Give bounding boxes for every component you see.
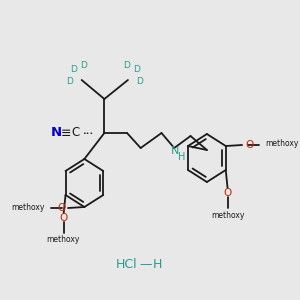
- Text: ≡: ≡: [61, 127, 71, 140]
- Text: O: O: [246, 140, 254, 150]
- Text: HCl: HCl: [116, 259, 138, 272]
- Text: •••: •••: [82, 131, 94, 136]
- Text: C: C: [71, 127, 80, 140]
- Text: D: D: [134, 64, 140, 74]
- Text: methoxy: methoxy: [46, 236, 80, 244]
- Text: O: O: [57, 203, 65, 213]
- Text: methoxy: methoxy: [11, 202, 44, 211]
- Text: methoxy: methoxy: [211, 211, 244, 220]
- Text: methoxy: methoxy: [266, 140, 299, 148]
- Text: D: D: [124, 61, 130, 70]
- Text: D: D: [80, 61, 87, 70]
- Text: H: H: [178, 152, 185, 162]
- Text: N: N: [51, 127, 62, 140]
- Text: N: N: [171, 146, 179, 156]
- Text: D: D: [66, 76, 73, 85]
- Text: —: —: [139, 259, 152, 272]
- Text: D: D: [70, 64, 77, 74]
- Text: H: H: [153, 259, 163, 272]
- Text: D: D: [136, 76, 143, 85]
- Text: O: O: [224, 188, 232, 198]
- Text: O: O: [60, 213, 68, 223]
